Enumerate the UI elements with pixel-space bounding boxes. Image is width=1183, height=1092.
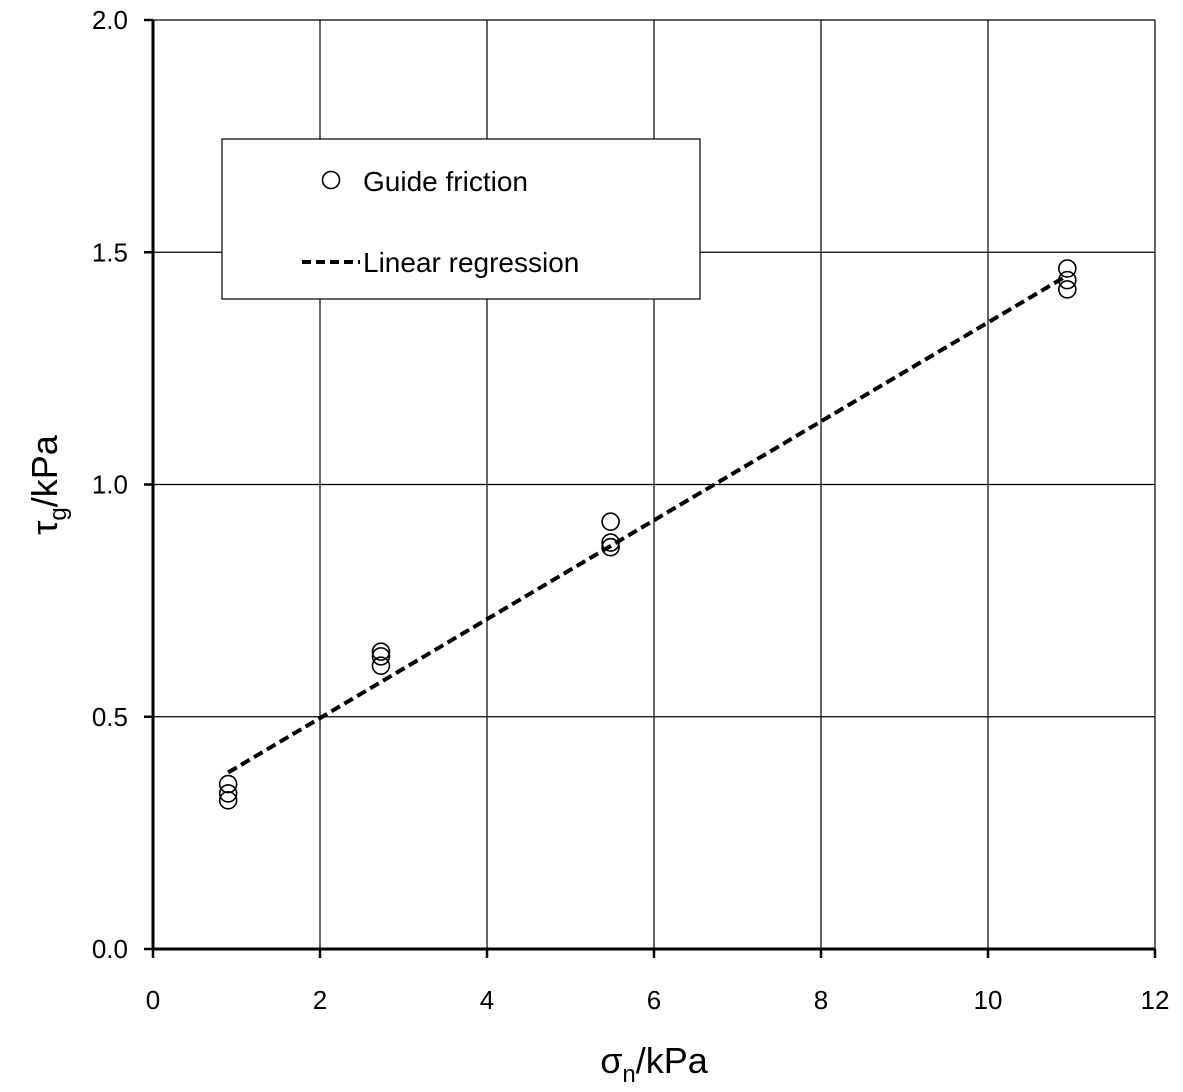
data-point-12 (1058, 280, 1077, 299)
x-axis-title-symbol: σ (600, 1040, 622, 1081)
legend-circle-marker (321, 170, 341, 190)
y-axis-title: τg/kPa (24, 434, 72, 535)
x-tick-label-0: 0 (146, 985, 160, 1015)
x-axis-title-unit: /kPa (636, 1040, 709, 1081)
x-tick-label-12: 12 (1141, 985, 1170, 1015)
x-tick-label-2: 2 (313, 985, 327, 1015)
svg-text:σn/kPa: σn/kPa (600, 1040, 709, 1088)
x-axis-title: σn/kPa (600, 1040, 709, 1088)
x-axis-ticks: 0 2 4 6 8 10 12 (146, 949, 1170, 1015)
x-tick-label-4: 4 (480, 985, 494, 1015)
data-point-3 (218, 791, 238, 810)
y-axis-title-subscript: g (45, 507, 72, 520)
x-axis-title-subscript: n (622, 1061, 635, 1088)
y-tick-label-0.0: 0.0 (92, 934, 128, 964)
x-tick-label-6: 6 (647, 985, 661, 1015)
data-point-10 (1058, 259, 1077, 278)
legend-label-guide-friction: Guide friction (363, 166, 528, 197)
legend-box (221, 138, 701, 300)
data-point-6 (371, 656, 391, 675)
x-tick-label-8: 8 (814, 985, 828, 1015)
legend-label-linear-regression: Linear regression (363, 247, 579, 278)
svg-text:τg/kPa: τg/kPa (24, 434, 72, 535)
data-point-7 (601, 512, 620, 531)
y-axis-title-symbol: τ (24, 521, 65, 535)
data-point-2 (218, 784, 238, 803)
y-tick-label-1.0: 1.0 (92, 470, 128, 500)
regression-line (227, 273, 1069, 775)
data-point-9 (601, 537, 620, 557)
plot-area (218, 259, 1077, 810)
data-point-4 (371, 642, 391, 662)
y-tick-label-0.5: 0.5 (92, 702, 128, 732)
y-axis-ticks: 0.0 0.5 1.0 1.5 2.0 (92, 5, 153, 964)
x-tick-label-10: 10 (974, 985, 1003, 1015)
legend: Guide friction Linear regression (221, 138, 701, 300)
y-tick-label-1.5: 1.5 (92, 237, 128, 267)
data-point-5 (371, 647, 391, 666)
y-axis-title-unit: /kPa (24, 434, 65, 507)
y-tick-label-2.0: 2.0 (92, 5, 128, 35)
